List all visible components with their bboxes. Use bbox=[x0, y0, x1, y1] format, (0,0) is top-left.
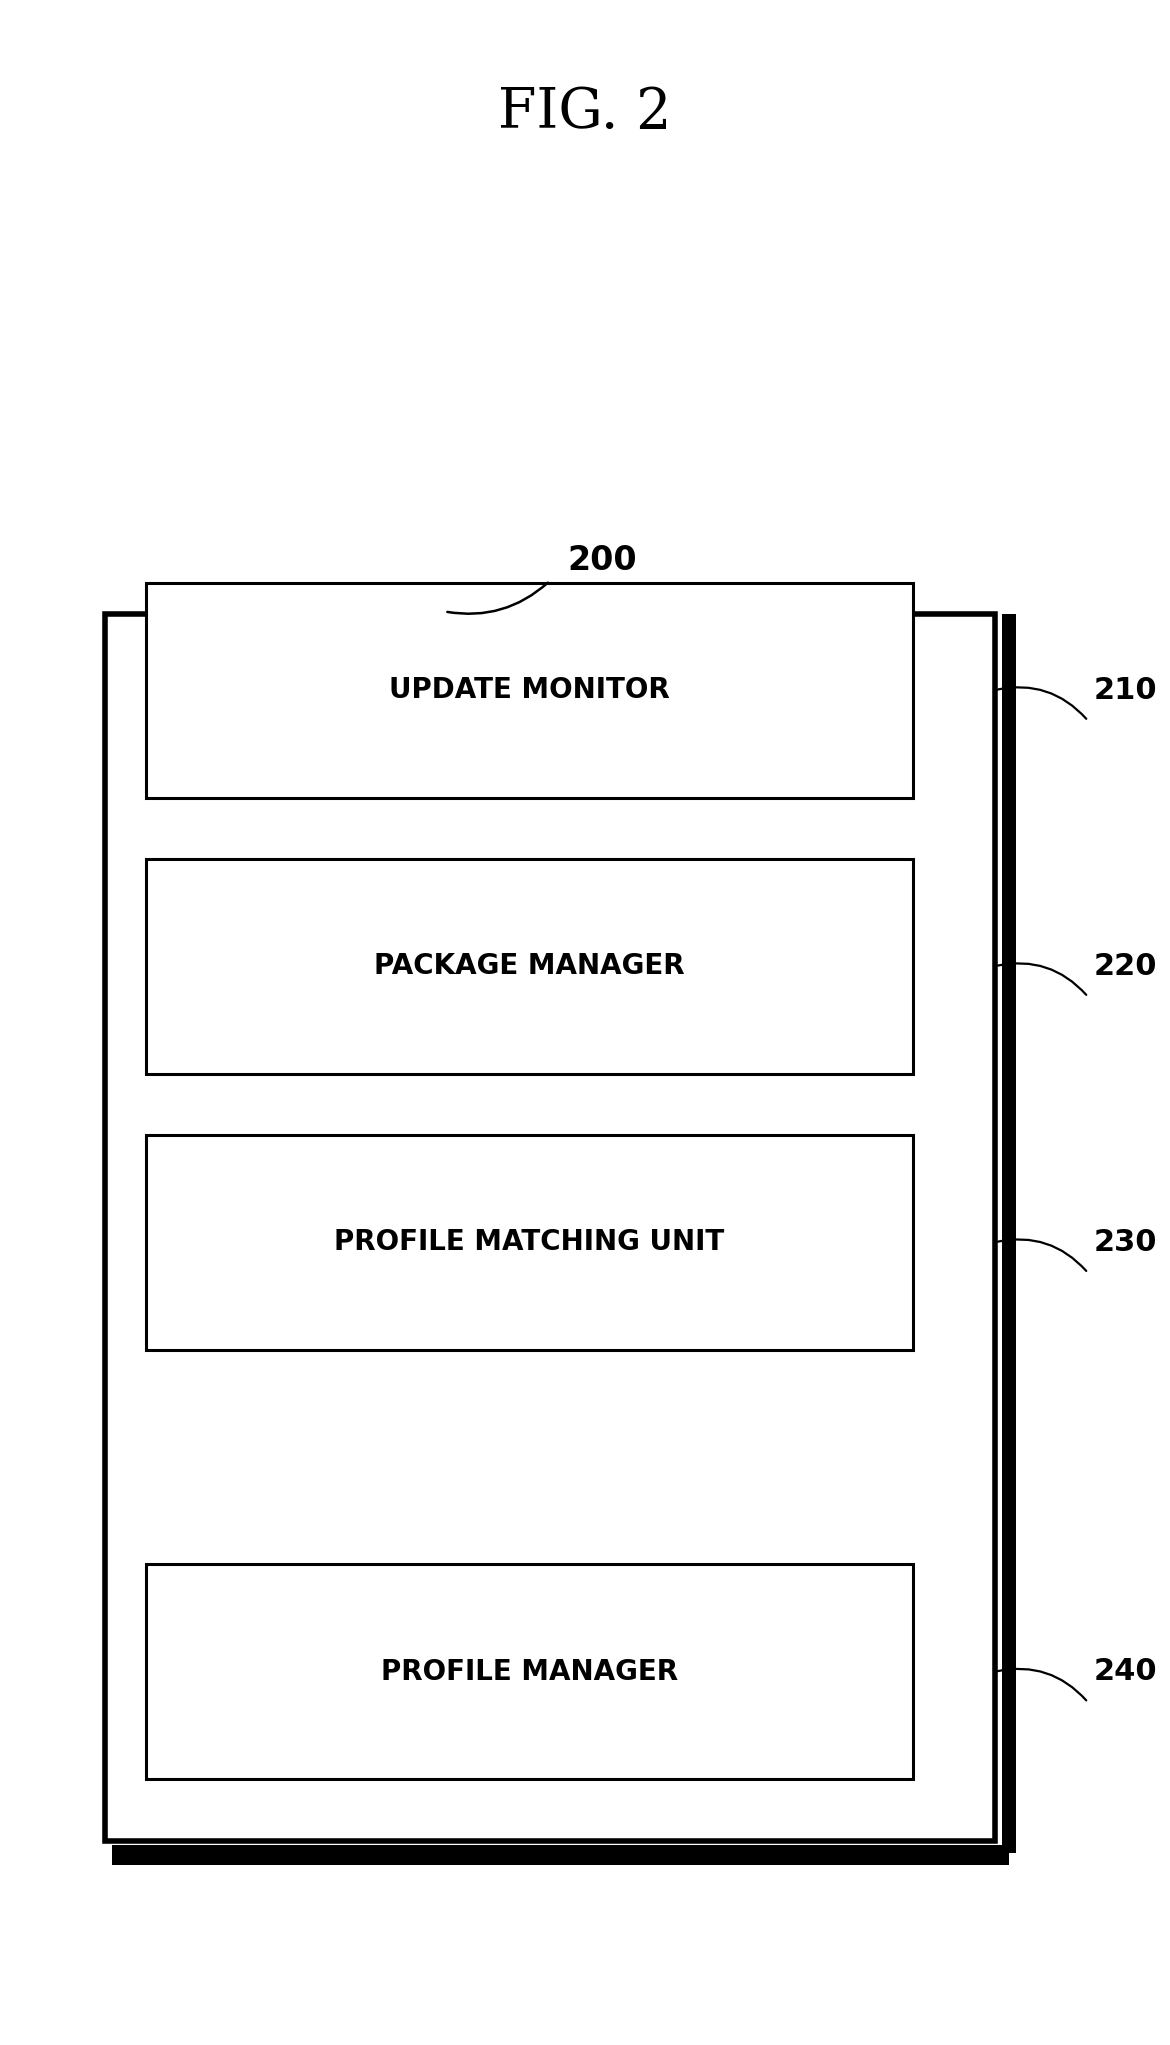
Text: PACKAGE MANAGER: PACKAGE MANAGER bbox=[374, 953, 684, 980]
Text: 240: 240 bbox=[1094, 1656, 1157, 1687]
Text: FIG. 2: FIG. 2 bbox=[498, 86, 672, 139]
Bar bbox=[1002, 614, 1016, 1853]
Bar bbox=[146, 1564, 913, 1779]
Text: 230: 230 bbox=[1094, 1227, 1157, 1258]
Text: 220: 220 bbox=[1094, 951, 1157, 982]
Text: PROFILE MATCHING UNIT: PROFILE MATCHING UNIT bbox=[335, 1229, 724, 1256]
Text: UPDATE MONITOR: UPDATE MONITOR bbox=[390, 677, 669, 703]
Text: 200: 200 bbox=[567, 544, 638, 577]
Text: 210: 210 bbox=[1094, 675, 1157, 706]
Bar bbox=[105, 614, 994, 1841]
Bar bbox=[112, 1845, 1009, 1865]
Bar bbox=[146, 583, 913, 798]
Bar bbox=[146, 859, 913, 1074]
Bar bbox=[146, 1135, 913, 1350]
Text: PROFILE MANAGER: PROFILE MANAGER bbox=[381, 1658, 677, 1685]
